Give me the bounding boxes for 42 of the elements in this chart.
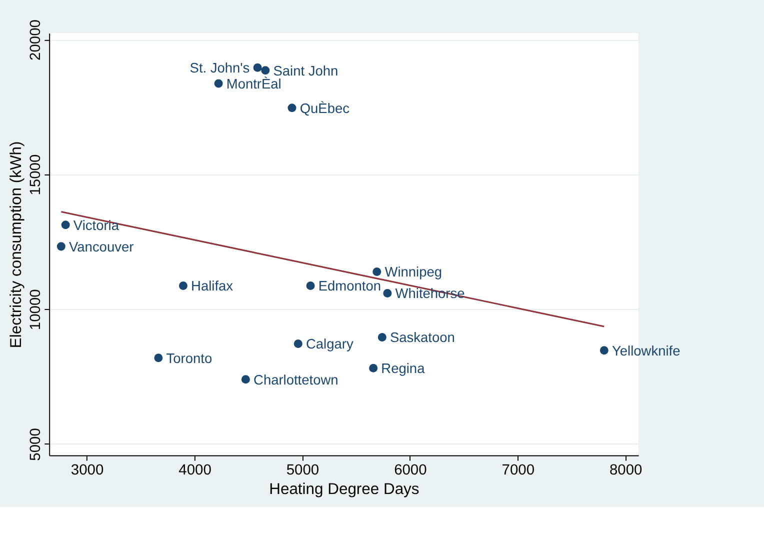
point xyxy=(261,66,270,75)
annotation: Calgary xyxy=(306,336,354,352)
annotation: St. John's xyxy=(190,60,250,76)
annotation: Edmonton xyxy=(318,278,382,294)
point xyxy=(294,340,302,348)
annotation: Saskatoon xyxy=(390,330,455,346)
x-tick-label: 5000 xyxy=(286,462,320,478)
point xyxy=(241,375,250,384)
y-tick-label: 20000 xyxy=(28,20,44,60)
point xyxy=(372,267,382,276)
y-tick-label: 10000 xyxy=(28,289,44,330)
annotation: Saint John xyxy=(273,63,338,78)
annotation: Halifax xyxy=(191,278,234,294)
x-axis-title: Heating Degree Days xyxy=(269,481,420,498)
x-tick-label: 6000 xyxy=(394,462,427,478)
annotation: Toronto xyxy=(166,350,212,366)
y-tick-label: 15000 xyxy=(28,154,44,196)
point xyxy=(178,282,188,290)
point xyxy=(61,220,70,230)
y-axis-title: Electricity consumption (kWh) xyxy=(8,141,26,348)
annotation: Regina xyxy=(381,361,426,376)
x-tick-label: 3000 xyxy=(70,462,104,478)
x-tick-label: 7000 xyxy=(502,462,535,478)
point xyxy=(288,104,296,112)
x-tick-label: 8000 xyxy=(609,462,642,478)
point xyxy=(306,282,315,290)
point xyxy=(253,63,262,72)
annotation: Victoria xyxy=(73,218,120,233)
point xyxy=(214,79,223,88)
annotation: Charlottetown xyxy=(254,372,338,388)
annotation: Yellowknife xyxy=(612,343,681,358)
point xyxy=(154,354,163,362)
x-tick-label: 4000 xyxy=(178,462,212,478)
point xyxy=(369,364,378,372)
annotation: QuÈbec xyxy=(300,100,350,116)
annotation: Winnipeg xyxy=(384,264,442,280)
point xyxy=(383,289,392,298)
point xyxy=(378,333,386,342)
annotation: Vancouver xyxy=(69,239,134,254)
point xyxy=(600,346,608,355)
annotation: MontrÈal xyxy=(226,76,282,92)
point xyxy=(56,242,66,251)
